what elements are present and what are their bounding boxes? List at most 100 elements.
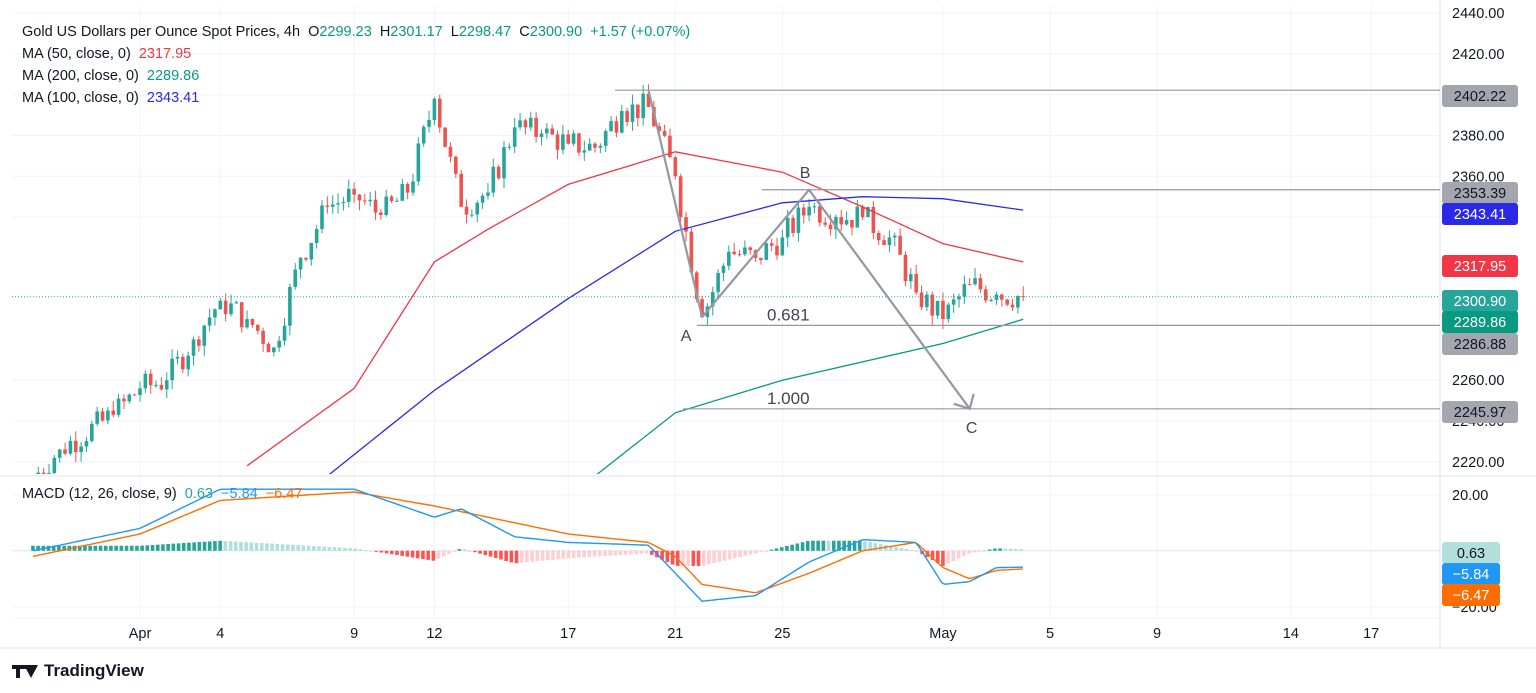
candle-up xyxy=(603,131,608,146)
macd-histogram-bar xyxy=(670,550,675,565)
candle-down xyxy=(389,196,394,202)
macd-histogram-bar xyxy=(623,550,628,555)
candle-up xyxy=(57,449,62,458)
candle-up xyxy=(989,299,993,301)
macd-histogram-bar xyxy=(639,550,644,554)
macd-histogram-bar xyxy=(759,550,763,553)
macd-histogram-bar xyxy=(36,545,40,551)
candle-down xyxy=(352,188,356,195)
candle-down xyxy=(978,278,983,290)
candle-up xyxy=(518,120,522,128)
macd-histogram-bar xyxy=(109,545,113,551)
macd-histogram-bar xyxy=(556,550,560,560)
macd-hist-label-text: 0.63 xyxy=(1457,546,1485,562)
macd-histogram-bar xyxy=(244,542,248,551)
macd-histogram-bar xyxy=(712,550,716,564)
ma100-line xyxy=(328,196,1024,474)
ma50-legend[interactable]: MA (50, close, 0) 2317.95 xyxy=(22,45,195,63)
ma200-legend[interactable]: MA (200, close, 0) 2289.86 xyxy=(22,67,203,85)
candle-up xyxy=(368,199,372,202)
macd-histogram-bar xyxy=(691,550,696,566)
macd-histogram-bar xyxy=(62,545,66,551)
close-value: 2300.90 xyxy=(529,24,583,40)
candle-down xyxy=(122,398,126,402)
macd-histogram-bar xyxy=(213,541,217,551)
candle-up xyxy=(892,235,897,238)
candle-down xyxy=(459,173,463,207)
price-label-text: 2245.97 xyxy=(1454,405,1506,421)
price-label-text: 2286.88 xyxy=(1454,337,1506,353)
candle-up xyxy=(491,166,496,193)
macd-histogram-bar xyxy=(441,550,446,557)
macd-histogram-bar xyxy=(826,540,831,551)
candle-down xyxy=(732,251,736,255)
macd-hist-value: 0.63 xyxy=(184,486,213,502)
candle-up xyxy=(384,196,389,216)
macd-histogram-bar xyxy=(161,544,165,551)
candle-up xyxy=(1016,296,1020,308)
candle-down xyxy=(223,300,228,315)
macd-line-label-text: −5.84 xyxy=(1453,567,1490,583)
macd-histogram-bar xyxy=(155,544,160,551)
macd-histogram-bar xyxy=(462,549,467,551)
macd-y-tick-label: 20.00 xyxy=(1452,488,1488,504)
macd-histogram-bar xyxy=(311,545,316,551)
macd-histogram-bar xyxy=(1013,548,1018,551)
macd-histogram-bar xyxy=(306,545,311,551)
candle-up xyxy=(780,237,785,256)
candle-up xyxy=(95,411,99,424)
x-tick-label: 9 xyxy=(1153,626,1161,642)
macd-signal-value: −6.47 xyxy=(265,486,303,502)
macd-histogram-bar xyxy=(504,550,508,561)
candle-down xyxy=(823,222,827,225)
macd-line xyxy=(32,488,1023,602)
macd-histogram-bar xyxy=(509,550,514,563)
macd-histogram-bar xyxy=(946,550,950,564)
macd-histogram-bar xyxy=(181,543,186,551)
macd-signal-label-text: −6.47 xyxy=(1453,588,1490,604)
candle-up xyxy=(716,272,720,293)
candle-down xyxy=(250,319,255,325)
macd-histogram-bar xyxy=(332,547,337,551)
macd-histogram-bar xyxy=(317,546,321,551)
macd-histogram-bar xyxy=(795,543,800,551)
macd-histogram-bar xyxy=(993,548,997,551)
candle-down xyxy=(132,394,137,396)
candle-down xyxy=(159,384,164,390)
macd-histogram-bar xyxy=(603,550,607,557)
tradingview-logo[interactable]: TradingView xyxy=(12,661,144,681)
candle-up xyxy=(336,203,340,205)
macd-legend[interactable]: MACD (12, 26, close, 9) 0.63 −5.84 −6.47 xyxy=(22,485,306,503)
macd-histogram-bar xyxy=(228,541,233,551)
candle-down xyxy=(239,302,244,328)
macd-histogram-bar xyxy=(358,549,363,551)
x-tick-label: 17 xyxy=(1363,626,1379,642)
candle-down xyxy=(700,299,704,317)
candle-up xyxy=(866,206,870,218)
macd-histogram-bar xyxy=(280,544,285,551)
x-tick-label: 4 xyxy=(216,626,224,642)
candle-down xyxy=(818,206,822,223)
macd-signal-line xyxy=(32,491,1023,594)
macd-histogram-bar xyxy=(93,545,98,551)
macd-histogram-bar xyxy=(561,550,566,559)
candle-down xyxy=(882,240,886,246)
y-tick-label: 2260.00 xyxy=(1452,373,1504,389)
symbol-title[interactable]: Gold US Dollars per Ounce Spot Prices, 4… xyxy=(22,24,301,40)
ma100-legend[interactable]: MA (100, close, 0) 2343.41 xyxy=(22,89,203,107)
macd-histogram-bar xyxy=(696,550,701,566)
candle-up xyxy=(844,220,849,225)
macd-histogram-bar xyxy=(634,550,638,555)
macd-histogram-bar xyxy=(774,548,779,551)
macd-pane xyxy=(31,488,1023,602)
macd-histogram-bar xyxy=(369,550,373,552)
ma50-value: 2317.95 xyxy=(138,46,192,62)
candle-down xyxy=(646,93,651,107)
macd-histogram-bar xyxy=(956,550,961,559)
macd-histogram-bar xyxy=(577,550,581,558)
macd-histogram-bar xyxy=(889,546,893,551)
candle-up xyxy=(416,143,421,182)
candle-down xyxy=(941,300,945,320)
candle-up xyxy=(727,251,731,266)
